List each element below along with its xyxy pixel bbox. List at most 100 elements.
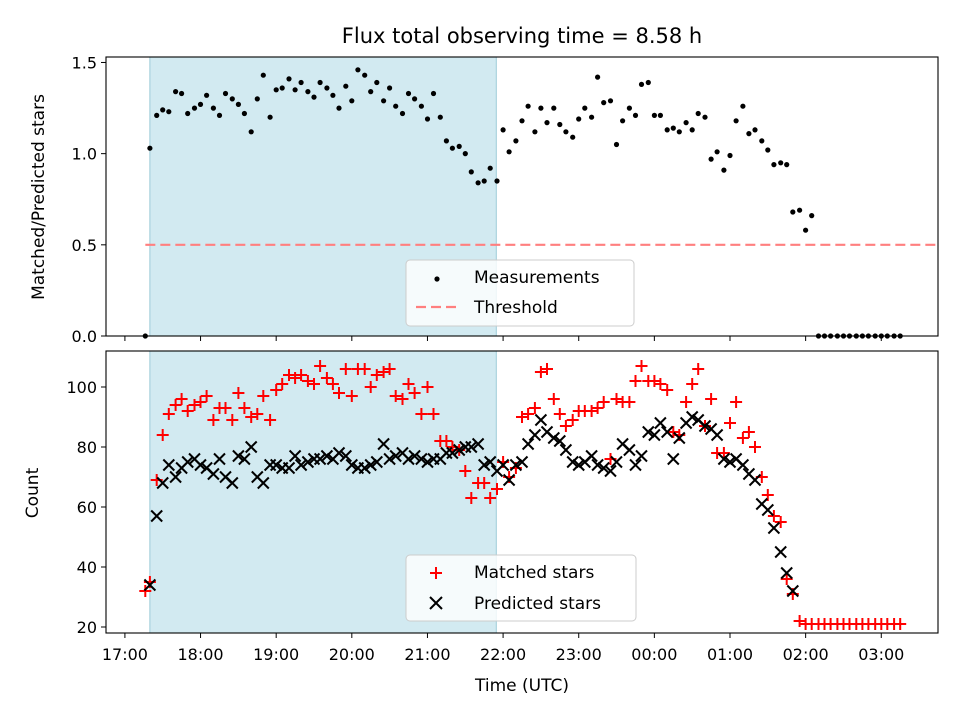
measurement-point-4 <box>166 109 172 115</box>
matched-point-19 <box>257 390 270 402</box>
measurement-point-67 <box>563 129 569 135</box>
predicted-point-74 <box>610 455 623 469</box>
measurement-point-79 <box>638 81 645 87</box>
bottom-y-axis-label: Count <box>23 467 43 518</box>
measurement-point-3 <box>160 107 166 113</box>
predicted-point-1 <box>150 509 163 523</box>
measurement-point-73 <box>601 100 607 106</box>
measurement-point-2 <box>154 112 160 118</box>
matched-point-83 <box>661 384 674 396</box>
predicted-point-20 <box>269 458 283 472</box>
matched-point-51 <box>459 465 472 477</box>
measurement-point-36 <box>368 89 374 95</box>
measurement-point-8 <box>191 105 198 111</box>
matched-point-97 <box>749 441 761 453</box>
measurement-point-64 <box>544 120 550 126</box>
matched-point-33 <box>345 390 358 402</box>
matched-point-96 <box>742 426 755 438</box>
predicted-point-38 <box>383 452 396 466</box>
measurement-point-103 <box>790 209 796 215</box>
matched-point-29 <box>320 372 333 384</box>
measurement-point-18 <box>254 96 260 102</box>
measurement-point-91 <box>714 149 720 155</box>
predicted-point-35 <box>364 458 377 472</box>
top-plot-frame <box>105 56 939 337</box>
predicted-point-62 <box>534 413 548 427</box>
predicted-point-94 <box>736 458 750 472</box>
predicted-point-56 <box>496 458 510 472</box>
measurement-point-7 <box>185 110 191 117</box>
panel-count: 20 40 60 80 100 17:00 18:00 19:00 20:00 21:00 22:0… <box>23 350 939 696</box>
measurement-point-105 <box>803 227 809 233</box>
matched-point-14 <box>226 414 239 426</box>
measurement-point-48 <box>443 138 449 144</box>
bottom-legend-box <box>405 554 637 622</box>
matched-point-27 <box>308 378 320 390</box>
measurement-point-68 <box>570 134 576 140</box>
matched-point-52 <box>465 492 478 504</box>
matched-point-11 <box>207 414 220 426</box>
chart-title: Flux total observing time = 8.58 h <box>342 24 702 48</box>
matched-point-4 <box>162 408 175 420</box>
measurements-legend-marker <box>434 276 440 282</box>
x-tick-label-7: 00:00 <box>631 645 677 664</box>
matched-point-15 <box>232 387 245 399</box>
matched-point-45 <box>421 381 434 393</box>
predicted-point-0 <box>143 578 157 592</box>
predicted-point-57 <box>502 473 516 487</box>
measurement-point-24 <box>292 87 298 93</box>
measurement-point-66 <box>557 121 563 128</box>
measurement-point-62 <box>532 129 538 135</box>
predicted-point-83 <box>667 452 680 466</box>
matched-point-93 <box>724 417 736 429</box>
predicted-point-30 <box>332 446 346 460</box>
matched-point-56 <box>491 483 503 495</box>
predicted-point-6 <box>181 455 194 469</box>
matched-point-7 <box>181 405 194 417</box>
measurement-point-86 <box>683 120 689 126</box>
matched-point-73 <box>597 396 610 408</box>
matched-point-120 <box>894 618 907 630</box>
predicted-point-82 <box>660 425 674 439</box>
bottom-legend: Matched stars Predicted stars <box>405 554 637 622</box>
predicted-point-39 <box>389 449 402 463</box>
matched-point-13 <box>219 402 232 414</box>
measurement-point-84 <box>670 125 676 131</box>
measurement-point-21 <box>273 87 279 93</box>
measurement-point-30 <box>330 92 336 98</box>
predicted-point-53 <box>477 458 491 472</box>
matched-point-16 <box>238 402 251 414</box>
predicted-point-66 <box>559 443 573 457</box>
predicted-point-2 <box>156 476 169 490</box>
top-y-axis-label: Matched/Predicted stars <box>29 94 49 300</box>
measurement-point-63 <box>538 105 544 111</box>
predicted-point-54 <box>483 455 497 469</box>
measurement-point-9 <box>197 101 204 107</box>
matched-point-39 <box>383 363 396 375</box>
x-tick-label-0: 17:00 <box>102 645 148 664</box>
measurement-point-11 <box>210 105 216 111</box>
predicted-point-11 <box>213 452 226 466</box>
matched-point-77 <box>623 396 636 408</box>
measurement-point-82 <box>657 112 664 118</box>
measurement-point-104 <box>797 207 803 213</box>
predicted-point-58 <box>509 458 523 472</box>
matched-point-68 <box>566 414 579 426</box>
predicted-point-36 <box>370 455 384 469</box>
predicted-point-79 <box>642 425 655 439</box>
predicted-point-48 <box>446 446 459 460</box>
count-series <box>139 360 907 630</box>
measurement-point-12 <box>216 112 223 118</box>
measurement-point-40 <box>393 103 399 109</box>
predicted-point-10 <box>207 467 220 481</box>
matched-point-88 <box>692 363 705 375</box>
legend-predicted: Predicted stars <box>474 594 601 614</box>
top-y-tick-label-3: 1.5 <box>72 53 97 72</box>
matched-point-86 <box>680 396 693 408</box>
measurement-point-75 <box>613 141 620 148</box>
measurement-point-98 <box>759 138 765 144</box>
measurement-point-93 <box>727 152 733 159</box>
measurement-point-54 <box>481 178 487 184</box>
x-tick-label-1: 18:00 <box>177 645 223 664</box>
legend-threshold: Threshold <box>473 298 558 318</box>
